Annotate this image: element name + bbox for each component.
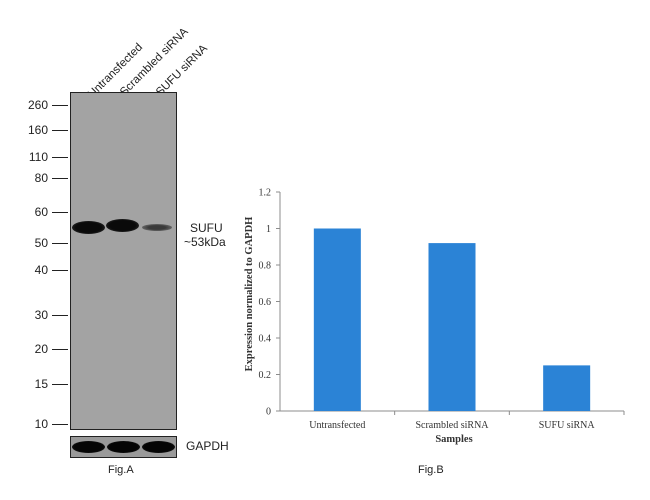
sufu-band-scrambled-sirna [106, 219, 139, 232]
gapdh-band-sufu-sirna [142, 441, 175, 453]
y-tick-label: 0.4 [259, 334, 272, 345]
mw-marker-40: 40 [34, 263, 48, 277]
mw-tick [52, 424, 68, 425]
bar-scrambled-sirna [428, 243, 476, 411]
mw-marker-20: 20 [34, 342, 48, 356]
mw-tick [52, 178, 68, 179]
mw-marker-30: 30 [34, 308, 48, 322]
mw-marker-110: 110 [28, 150, 48, 164]
y-axis-title: Expression normalized to GAPDH [244, 217, 255, 372]
x-axis: Untransfected Scrambled siRNA SUFU siRNA [280, 410, 625, 431]
y-tick-label: 1 [266, 224, 271, 235]
y-tick-label: 0.8 [259, 261, 272, 272]
mw-tick [52, 315, 68, 316]
figure-caption-a: Fig.A [108, 464, 134, 476]
y-axis: 0 0.2 0.4 0.6 0.8 1 1.2 [259, 188, 281, 418]
y-tick-label: 0.6 [259, 297, 272, 308]
mw-tick [52, 105, 68, 106]
mw-marker-80: 80 [34, 171, 48, 185]
mw-tick [52, 243, 68, 244]
bar-sufu-sirna [543, 365, 591, 411]
expression-bar-chart: Expression normalized to GAPDH 0 0.2 0.4 0.… [244, 188, 625, 445]
mw-marker-160: 160 [27, 123, 48, 137]
sufu-band-untransfected [72, 221, 105, 234]
mw-tick [52, 212, 68, 213]
loading-control-label: GAPDH [186, 439, 229, 453]
gapdh-band-scrambled-sirna [107, 441, 140, 453]
mw-tick [52, 270, 68, 271]
western-blot-figure: Untransfected Scrambled siRNA SUFU siRNA… [0, 0, 230, 480]
blot-membrane [70, 92, 177, 430]
sufu-band-sufu-sirna [142, 224, 172, 231]
band-label-sufu: SUFU [190, 221, 223, 235]
bar-untransfected [313, 228, 361, 411]
x-tick-label: Scrambled siRNA [415, 420, 489, 431]
gapdh-blot-strip [70, 436, 177, 458]
mw-marker-50: 50 [34, 236, 48, 250]
mw-marker-15: 15 [34, 377, 48, 391]
mw-marker-60: 60 [34, 205, 48, 219]
y-tick-label: 0 [266, 407, 271, 418]
mw-tick [52, 384, 68, 385]
x-tick-label: SUFU siRNA [539, 420, 596, 431]
band-label-size: ~53kDa [184, 235, 226, 249]
x-axis-title: Samples [435, 434, 472, 445]
mw-tick [52, 130, 68, 131]
mw-marker-10: 10 [34, 417, 48, 431]
x-tick-label: Untransfected [309, 420, 365, 431]
mw-tick [52, 157, 68, 158]
y-tick-label: 1.2 [259, 188, 272, 199]
figure-caption-b: Fig.B [418, 464, 444, 476]
mw-marker-260: 260 [27, 98, 48, 112]
bar-series [313, 228, 591, 411]
gapdh-band-untransfected [72, 441, 105, 453]
mw-tick [52, 349, 68, 350]
y-tick-label: 0.2 [259, 370, 272, 381]
